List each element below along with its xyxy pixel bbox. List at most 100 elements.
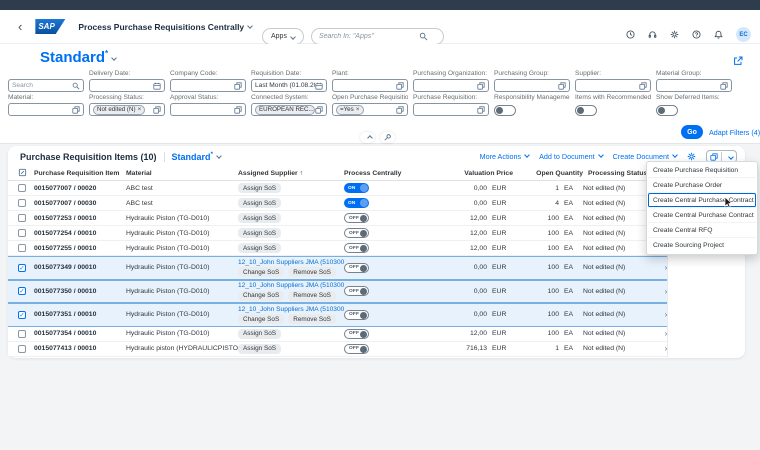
- value-help-icon[interactable]: [72, 106, 80, 114]
- row-checkbox[interactable]: ✓: [18, 287, 26, 295]
- table-row[interactable]: ✓0015077351 / 00010Hydraulic Piston (TG-…: [8, 303, 667, 327]
- toggle-off[interactable]: [494, 105, 516, 116]
- process-centrally-toggle[interactable]: ON: [344, 183, 369, 193]
- pin-icon[interactable]: [380, 132, 395, 143]
- help-icon[interactable]: [692, 30, 701, 39]
- assign-sos-button[interactable]: Assign SoS: [238, 329, 281, 339]
- assign-sos-button[interactable]: Assign SoS: [238, 213, 281, 223]
- filter-search[interactable]: [8, 79, 84, 92]
- share-icon[interactable]: [733, 53, 743, 71]
- filter-input[interactable]: [575, 79, 651, 92]
- filter-input[interactable]: [8, 103, 84, 116]
- filter-token[interactable]: Not edited (N)×: [93, 105, 145, 115]
- change-sos-button[interactable]: Change SoS: [238, 267, 284, 277]
- token-remove-icon[interactable]: ×: [138, 106, 142, 113]
- table-row[interactable]: 0015077413 / 00010Hydraulic piston (HYDR…: [8, 342, 667, 357]
- add-to-document-button[interactable]: Add to Document: [539, 152, 603, 161]
- process-centrally-toggle[interactable]: OFF: [344, 286, 369, 296]
- filter-search-input[interactable]: [12, 82, 70, 89]
- filter-token[interactable]: EUROPEAN REC...×: [255, 105, 315, 115]
- notifications-icon[interactable]: [714, 30, 723, 39]
- filter-input[interactable]: [494, 79, 570, 92]
- filter-input[interactable]: EUROPEAN REC...×: [251, 103, 327, 116]
- row-navigation-chevron[interactable]: ›: [659, 344, 673, 353]
- remove-sos-button[interactable]: Remove SoS: [288, 291, 336, 301]
- row-checkbox[interactable]: ✓: [18, 264, 26, 272]
- assign-sos-button[interactable]: Assign SoS: [238, 228, 281, 238]
- table-row[interactable]: ✓0015077349 / 00010Hydraulic Piston (TG-…: [8, 256, 667, 280]
- filter-toggle[interactable]: [656, 103, 732, 121]
- table-row[interactable]: ✓0015077350 / 00010Hydraulic Piston (TG-…: [8, 280, 667, 304]
- shell-search[interactable]: [311, 28, 444, 45]
- supplier-link[interactable]: 12_10_John Suppliers JMA (51030001): [238, 306, 344, 313]
- table-row[interactable]: 0015077255 / 00010Hydraulic Piston (TG-D…: [8, 241, 667, 256]
- process-centrally-toggle[interactable]: OFF: [344, 228, 369, 238]
- more-actions-button[interactable]: More Actions: [480, 152, 530, 161]
- row-checkbox[interactable]: [18, 330, 26, 338]
- value-help-icon[interactable]: [396, 106, 404, 114]
- process-centrally-toggle[interactable]: OFF: [344, 213, 369, 223]
- remove-sos-button[interactable]: Remove SoS: [288, 267, 336, 277]
- column-header-supplier[interactable]: Assigned Supplier ↑: [238, 170, 344, 177]
- process-centrally-toggle[interactable]: OFF: [344, 263, 369, 273]
- settings-icon[interactable]: [670, 30, 679, 39]
- row-navigation-chevron[interactable]: ›: [659, 287, 673, 296]
- variant-title[interactable]: Standard*: [40, 49, 116, 66]
- column-header-item[interactable]: Purchase Requisition Item: [34, 170, 126, 177]
- column-header-process[interactable]: Process Centrally: [344, 170, 439, 177]
- menu-item[interactable]: Create Central Purchase Contract Hierarc…: [648, 208, 756, 223]
- table-row[interactable]: 0015077007 / 00020ABC testAssign SoSON0,…: [8, 181, 667, 196]
- row-checkbox[interactable]: [18, 184, 26, 192]
- filter-input[interactable]: Not edited (N)×: [89, 103, 165, 116]
- calendar-icon[interactable]: [153, 82, 161, 90]
- row-navigation-chevron[interactable]: ›: [659, 329, 673, 338]
- process-centrally-toggle[interactable]: OFF: [344, 344, 369, 354]
- filter-toggle[interactable]: [494, 103, 570, 121]
- toggle-off[interactable]: [575, 105, 597, 116]
- clock-icon[interactable]: [626, 30, 635, 39]
- calendar-icon[interactable]: [315, 82, 323, 90]
- filter-input[interactable]: [332, 79, 408, 92]
- column-header-price[interactable]: Valuation Price: [439, 170, 513, 177]
- headset-icon[interactable]: [648, 30, 657, 39]
- toggle-off[interactable]: [656, 105, 678, 116]
- adapt-filters-link[interactable]: Adapt Filters (4): [709, 128, 760, 137]
- menu-item[interactable]: Create Sourcing Project: [648, 238, 756, 253]
- avatar[interactable]: EC: [736, 27, 751, 42]
- table-row[interactable]: 0015077007 / 00030ABC testAssign SoSON0,…: [8, 196, 667, 211]
- menu-item[interactable]: Create Purchase Order: [648, 178, 756, 193]
- value-help-icon[interactable]: [720, 82, 728, 90]
- filter-input[interactable]: [413, 79, 489, 92]
- row-checkbox[interactable]: [18, 244, 26, 252]
- row-checkbox[interactable]: ✓: [18, 311, 26, 319]
- shell-search-input[interactable]: [319, 33, 419, 40]
- assign-sos-button[interactable]: Assign SoS: [238, 183, 281, 193]
- filter-input[interactable]: =Yes×: [332, 103, 408, 116]
- row-navigation-chevron[interactable]: ›: [659, 263, 673, 272]
- filter-input[interactable]: [413, 103, 489, 116]
- filter-toggle[interactable]: [575, 103, 651, 121]
- menu-item[interactable]: Create Central Purchase Contract: [648, 193, 756, 208]
- app-title[interactable]: Process Purchase Requisitions Centrally: [78, 22, 252, 32]
- supplier-link[interactable]: 12_10_John Suppliers JMA (51030001): [238, 259, 344, 266]
- row-checkbox[interactable]: [18, 229, 26, 237]
- value-help-icon[interactable]: [396, 82, 404, 90]
- row-checkbox[interactable]: [18, 345, 26, 353]
- column-header-material[interactable]: Material: [126, 170, 238, 177]
- assign-sos-button[interactable]: Assign SoS: [238, 198, 281, 208]
- filter-input[interactable]: [656, 79, 732, 92]
- value-help-icon[interactable]: [639, 82, 647, 90]
- filter-input[interactable]: [170, 79, 246, 92]
- value-help-icon[interactable]: [558, 82, 566, 90]
- table-variant-selector[interactable]: Standard*: [172, 152, 221, 162]
- value-help-icon[interactable]: [477, 106, 485, 114]
- process-centrally-toggle[interactable]: ON: [344, 198, 369, 208]
- value-help-icon[interactable]: [153, 106, 161, 114]
- table-row[interactable]: 0015077253 / 00010Hydraulic Piston (TG-D…: [8, 211, 667, 226]
- column-header-qty[interactable]: Open Quantity: [513, 170, 583, 177]
- filter-input[interactable]: [170, 103, 246, 116]
- token-remove-icon[interactable]: ×: [356, 106, 360, 113]
- collapse-header-button[interactable]: [360, 132, 375, 143]
- value-help-icon[interactable]: [234, 82, 242, 90]
- process-centrally-toggle[interactable]: OFF: [344, 243, 369, 253]
